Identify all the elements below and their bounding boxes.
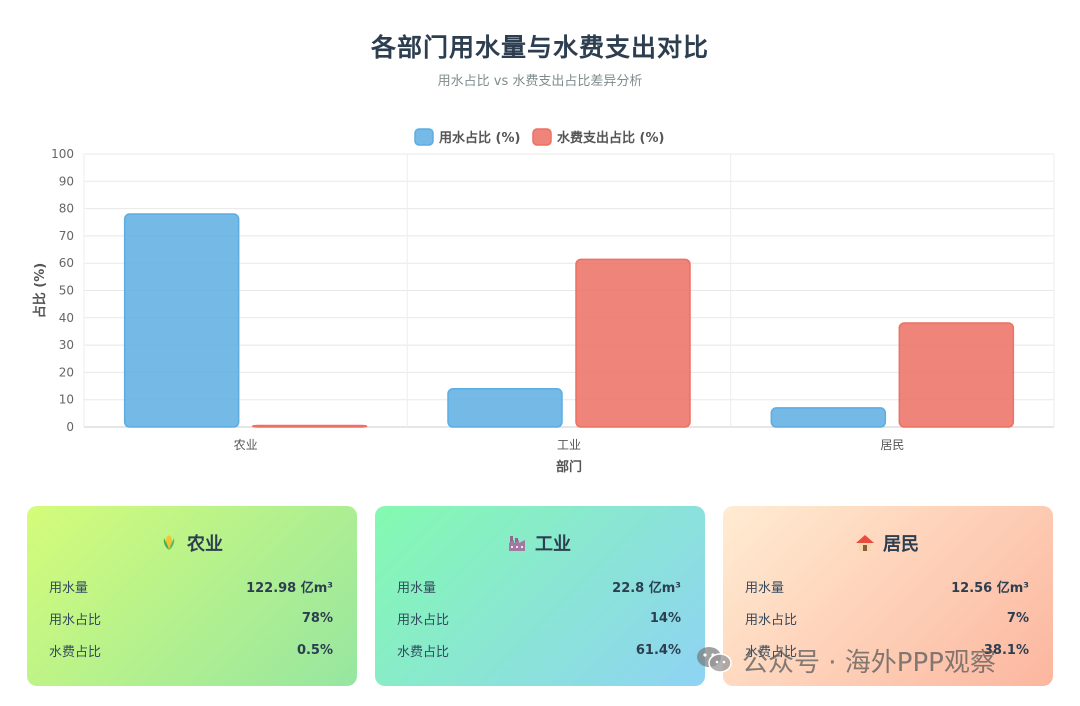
y-tick-label: 50 bbox=[59, 284, 74, 298]
row-value: 38.1% bbox=[983, 642, 1029, 658]
legend-swatch bbox=[532, 128, 552, 146]
y-tick-label: 90 bbox=[59, 174, 74, 188]
card-title: 农业 bbox=[187, 534, 223, 555]
bar bbox=[898, 322, 1015, 428]
y-tick-label: 20 bbox=[59, 365, 74, 379]
card-row: 用水占比 78% bbox=[49, 602, 333, 634]
watermark: 公众号 · 海外PPP观察 bbox=[694, 640, 996, 680]
row-label: 用水占比 bbox=[397, 612, 450, 628]
row-label: 水费占比 bbox=[397, 644, 450, 660]
card-title: 工业 bbox=[535, 534, 571, 555]
row-label: 用水占比 bbox=[745, 612, 798, 628]
y-tick-label: 30 bbox=[59, 338, 74, 352]
row-value: 14% bbox=[649, 610, 681, 626]
card-industry: 工业 用水量 22.8 亿m³ 用水占比 14% 水费占比 61.4% bbox=[375, 506, 705, 686]
row-value: 0.5% bbox=[296, 642, 333, 658]
y-tick-label: 100 bbox=[51, 147, 74, 161]
legend-label: 用水占比 (%) bbox=[438, 130, 520, 146]
y-tick-label: 70 bbox=[59, 229, 74, 243]
card-header: 居民 bbox=[745, 530, 1029, 556]
y-axis-title: 占比 (%) bbox=[32, 263, 48, 318]
page-title: 各部门用水量与水费支出对比 bbox=[370, 33, 709, 62]
card-row: 用水占比 14% bbox=[397, 602, 681, 634]
y-tick-label: 40 bbox=[59, 311, 74, 325]
legend-swatch bbox=[414, 128, 434, 146]
page-subtitle: 用水占比 vs 水费支出占比差异分析 bbox=[437, 74, 643, 89]
card-header: 工业 bbox=[397, 530, 681, 556]
row-label: 水费占比 bbox=[49, 644, 102, 660]
card-residential: 居民 用水量 12.56 亿m³ 用水占比 7% 水费占比 38.1% bbox=[723, 506, 1053, 686]
card-header: 农业 bbox=[49, 530, 333, 556]
row-value: 78% bbox=[301, 610, 333, 626]
wechat-icon bbox=[697, 647, 732, 673]
x-tick-label: 居民 bbox=[880, 438, 904, 452]
card-row: 水费占比 0.5% bbox=[49, 634, 333, 666]
watermark-text: 公众号 · 海外PPP观察 bbox=[742, 647, 996, 678]
card-row: 用水占比 7% bbox=[745, 602, 1029, 634]
bar bbox=[251, 424, 368, 428]
row-value: 7% bbox=[1006, 610, 1029, 626]
house-icon bbox=[855, 533, 875, 553]
x-tick-label: 工业 bbox=[557, 438, 581, 452]
y-tick-label: 60 bbox=[59, 256, 74, 270]
row-label: 用水量 bbox=[745, 580, 785, 596]
card-agriculture: 农业 用水量 122.98 亿m³ 用水占比 78% 水费占比 0.5% bbox=[27, 506, 357, 686]
bar bbox=[123, 213, 240, 428]
row-value: 122.98 亿m³ bbox=[246, 580, 333, 596]
row-value: 61.4% bbox=[635, 642, 681, 658]
row-value: 22.8 亿m³ bbox=[612, 580, 681, 596]
bar bbox=[575, 258, 691, 428]
row-value: 12.56 亿m³ bbox=[951, 580, 1029, 596]
corn-icon bbox=[159, 533, 179, 553]
card-row: 水费占比 38.1% bbox=[745, 634, 1029, 666]
y-tick-label: 10 bbox=[59, 393, 74, 407]
card-row: 水费占比 61.4% bbox=[397, 634, 681, 666]
x-tick-label: 农业 bbox=[234, 438, 258, 452]
row-label: 用水量 bbox=[49, 580, 89, 596]
row-label: 用水占比 bbox=[49, 612, 102, 628]
card-row: 用水量 122.98 亿m³ bbox=[49, 570, 333, 602]
bar bbox=[770, 407, 887, 428]
card-row: 用水量 12.56 亿m³ bbox=[745, 570, 1029, 602]
row-label: 用水量 bbox=[397, 580, 437, 596]
y-tick-label: 80 bbox=[59, 202, 74, 216]
y-tick-label: 0 bbox=[66, 420, 74, 434]
row-label: 水费占比 bbox=[745, 644, 798, 660]
x-axis-title: 部门 bbox=[556, 459, 582, 475]
legend-label: 水费支出占比 (%) bbox=[557, 130, 664, 146]
factory-icon bbox=[507, 533, 527, 553]
card-title: 居民 bbox=[883, 534, 919, 555]
bar bbox=[447, 388, 563, 428]
card-row: 用水量 22.8 亿m³ bbox=[397, 570, 681, 602]
